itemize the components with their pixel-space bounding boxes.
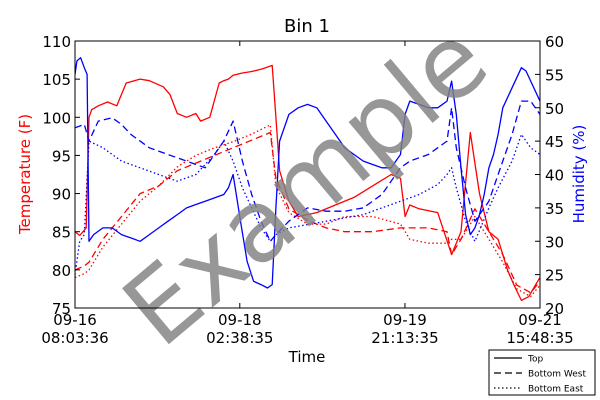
right-y-tick-label: 25 [545,267,564,285]
left-y-tick-label: 85 [52,224,71,242]
left-y-axis: 75 80 85 90 95 100 105 110 [42,33,80,318]
y-right-axis-label: Humidity (%) [570,125,588,224]
left-y-tick-label: 95 [52,147,71,165]
x-tick-label-date: 09-18 [218,311,262,329]
legend-label: Bottom East [528,385,584,395]
x-axis-label: Time [288,348,326,366]
right-y-tick-label: 40 [545,167,564,185]
right-y-tick-label: 60 [545,33,564,51]
left-y-tick-label: 90 [52,186,71,204]
y-left-axis-label: Temperature (F) [16,114,34,235]
legend-label: Bottom West [528,370,586,380]
right-y-tick-label: 30 [545,233,564,251]
series-temperature-top [75,64,540,302]
watermark-layer: Example [102,0,510,368]
series-humidity-bottom-east [75,133,540,275]
x-tick-label-date: 09-21 [518,311,562,329]
x-tick-label-time: 21:13:35 [371,329,438,347]
watermark-text: Example [102,0,510,368]
legend-entries: Top Bottom West Bottom East [494,355,586,395]
legend: Top Bottom West Bottom East [488,349,596,396]
x-tick-label-time: 15:48:35 [506,329,573,347]
x-tick-label-time: 08:03:36 [41,329,108,347]
left-y-tick-label: 105 [42,71,71,89]
right-y-tick-label: 50 [545,100,564,118]
left-y-tick-label: 100 [42,109,71,127]
right-y-tick-label: 35 [545,200,564,218]
left-y-tick-label: 110 [42,33,71,51]
legend-label: Top [527,355,543,365]
series-humidity-top [75,57,540,289]
series-temperature-bottom-east [75,124,540,298]
x-tick-label-date: 09-19 [383,311,427,329]
right-y-axis: 20 25 30 35 40 45 50 55 60 [535,33,564,318]
right-y-tick-label: 45 [545,133,564,151]
series-temperature-bottom-west [75,131,540,294]
series-humidity-bottom-west [75,100,540,242]
series-layer [75,57,540,302]
right-y-tick-label: 55 [545,66,564,84]
chart-title: Bin 1 [284,16,330,37]
left-y-tick-label: 75 [52,300,71,318]
x-tick-label-date: 09-16 [53,311,97,329]
x-tick-label-time: 02:38:35 [206,329,273,347]
right-y-tick-label: 20 [545,300,564,318]
left-y-tick-label: 80 [52,262,71,280]
